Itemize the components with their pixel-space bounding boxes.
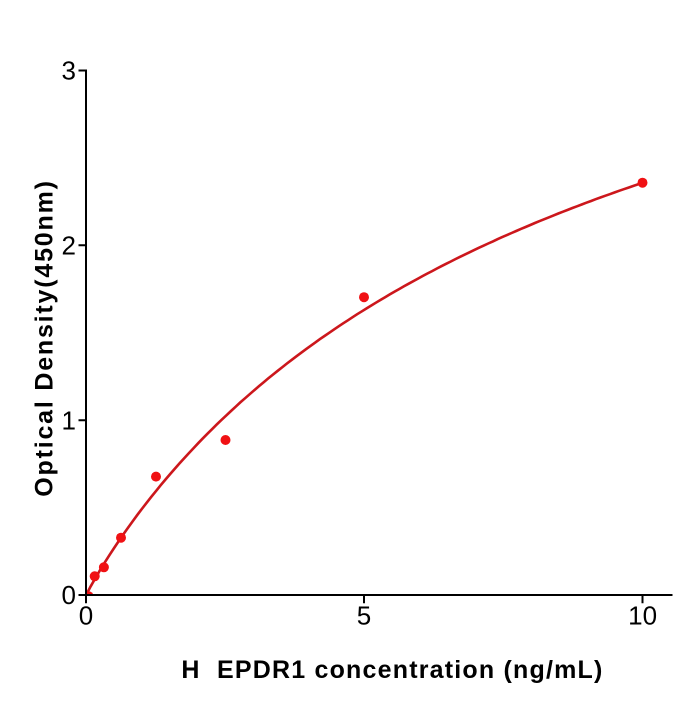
svg-text:2: 2: [62, 230, 76, 260]
svg-text:H EPDR1 concentration (ng/mL): H EPDR1 concentration (ng/mL): [181, 656, 603, 684]
svg-text:10: 10: [628, 600, 657, 630]
svg-text:3: 3: [62, 56, 76, 86]
svg-text:0: 0: [79, 600, 93, 630]
svg-text:1: 1: [62, 405, 76, 435]
svg-text:5: 5: [357, 600, 371, 630]
svg-text:0: 0: [62, 580, 76, 610]
svg-text:Optical Density(450nm): Optical Density(450nm): [30, 179, 58, 496]
